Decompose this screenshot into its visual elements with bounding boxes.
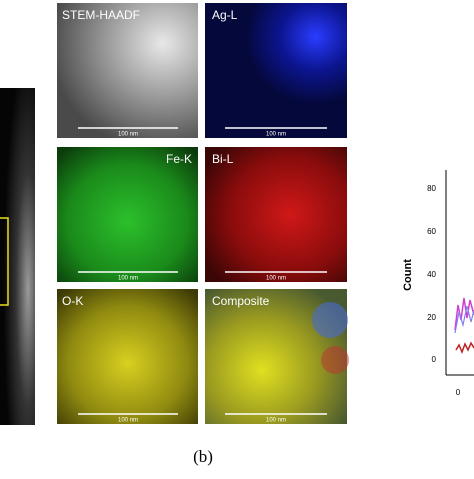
caption: (b) (193, 447, 213, 466)
plot: Count 80 60 40 20 0 0 (402, 170, 474, 397)
panel-label: O-K (62, 294, 83, 308)
y-tick-label: 0 (432, 355, 437, 364)
left-image (0, 88, 35, 425)
y-tick-label: 20 (427, 313, 436, 322)
panel-label: STEM-HAADF (62, 8, 140, 22)
y-tick-label: 40 (427, 270, 436, 279)
panel-label: Ag-L (212, 8, 238, 22)
scale-bar-label: 100 nm (118, 132, 138, 138)
scale-bar-label: 100 nm (118, 276, 138, 282)
panel-label: Fe-K (166, 152, 192, 166)
panel: STEM-HAADF 100 nm (57, 3, 198, 138)
panel-label: Bi-L (212, 152, 234, 166)
y-tick-label: 80 (427, 184, 436, 193)
scale-bar-label: 100 nm (266, 418, 286, 424)
panel: Composite 100 nm (205, 289, 349, 424)
scale-bar-label: 100 nm (266, 276, 286, 282)
selection-box (0, 217, 9, 306)
x-tick-label: 0 (456, 388, 461, 397)
panel-label: Composite (212, 294, 270, 308)
scale-bar-label: 100 nm (266, 132, 286, 138)
y-tick-label: 60 (427, 227, 436, 236)
y-axis-label: Count (402, 259, 414, 291)
panel: Bi-L 100 nm (205, 147, 347, 282)
panel: Ag-L 100 nm (205, 3, 347, 138)
panel: O-K 100 nm (57, 289, 198, 424)
panel: Fe-K 100 nm (57, 147, 198, 282)
scale-bar-label: 100 nm (118, 418, 138, 424)
